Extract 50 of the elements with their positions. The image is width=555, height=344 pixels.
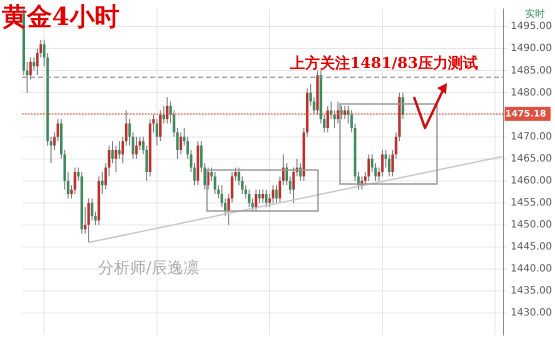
candlestick [180,132,182,155]
candlestick [248,189,250,208]
y-tick-label: 1435.00 [510,286,552,297]
candlestick [254,189,258,212]
candlestick [333,110,336,128]
candlestick [275,184,278,204]
y-tick-label: 1490.00 [510,43,552,54]
annotation: 分析师/辰逸凛 [98,258,200,277]
candlestick [90,198,94,221]
candlestick [258,189,261,204]
candlestick [156,118,158,146]
candlestick [381,149,384,177]
y-tick-label: 1440.00 [510,264,552,275]
candlestick [36,48,39,76]
ref-line-label: 1475.18 [505,109,546,120]
candlestick [264,189,268,208]
y-tick-label: 1485.00 [510,65,552,76]
candlestick [118,140,121,160]
y-tick-label: 1450.00 [510,219,552,230]
candlestick [367,154,370,182]
candlestick [74,167,76,195]
candlestick [262,189,264,204]
candlestick [388,154,390,177]
candlestick [374,162,377,182]
candlestick [29,56,32,80]
text: 实时 [525,8,545,20]
y-tick-label: 1455.00 [510,197,552,208]
y-tick-label: 1465.00 [510,153,552,164]
y-tick-label: 1430.00 [510,308,552,319]
candlestick [326,105,330,133]
candlestick [135,136,138,160]
y-tick-label: 1470.00 [510,131,552,142]
candlestick [87,198,90,243]
candlestick [336,101,340,124]
candlestick [214,172,216,195]
y-tick-label: 1480.00 [510,87,552,98]
annotation: 上方关注1481/83压力测试 [289,54,478,72]
candlestick [312,96,316,116]
candlestick [238,167,240,186]
candlestick [32,56,36,72]
y-tick-label: 1445.00 [510,241,552,252]
candlestick [111,140,114,164]
candlestick [166,96,168,124]
y-tick-label: 1460.00 [510,175,552,186]
candlestick [272,184,274,204]
chart-title: 黄金4小时 [1,2,120,31]
candlestick [159,110,162,142]
y-tick-label: 1495.00 [510,21,552,32]
candlestick [114,145,118,172]
candlestick [162,105,166,124]
